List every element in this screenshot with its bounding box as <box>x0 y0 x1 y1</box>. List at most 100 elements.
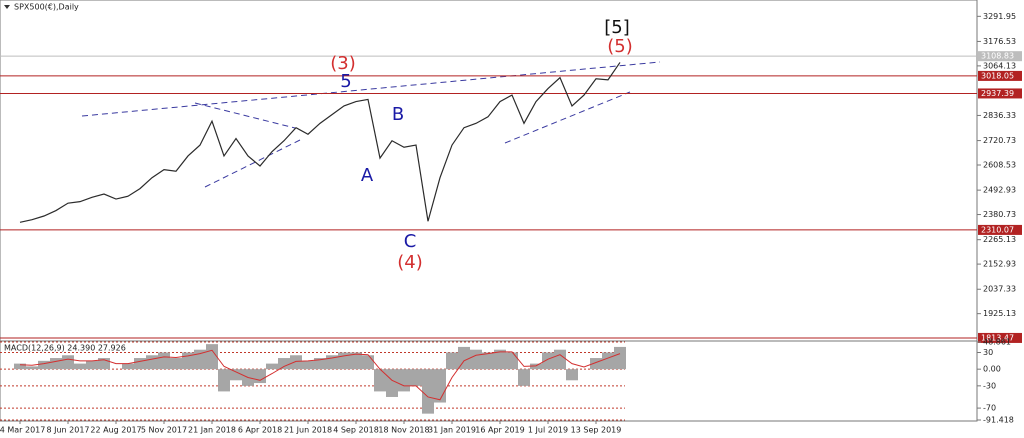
trend-line <box>194 102 296 129</box>
price-level-label: 1813.47 <box>981 333 1014 342</box>
macd-bar <box>74 363 86 370</box>
price-level-box <box>978 70 1022 81</box>
y-tick-label: 2492.93 <box>983 186 1016 195</box>
price-level-box <box>978 88 1022 99</box>
macd-bar <box>530 363 542 370</box>
macd-bar <box>146 355 158 370</box>
y-tick-label: 1925.13 <box>983 309 1016 318</box>
x-tick-label: 22 Aug 2017 <box>90 426 141 435</box>
y-tick-label: 48.861 <box>983 338 1011 347</box>
y-tick-label: 3176.53 <box>983 37 1016 46</box>
macd-bar <box>458 346 470 370</box>
wave-label: B <box>392 104 404 125</box>
y-tick-label: 2265.13 <box>983 235 1016 244</box>
y-tick-label: 2037.33 <box>983 285 1016 294</box>
price-level-box <box>978 332 1022 343</box>
y-tick-label: 2720.73 <box>983 136 1016 145</box>
x-tick-label: 4 Sep 2018 <box>333 426 379 435</box>
wave-label: (3) <box>330 53 356 74</box>
price-level-label: 3108.83 <box>981 52 1014 61</box>
y-tick-label: -30 <box>983 381 996 390</box>
macd-bar <box>134 358 146 370</box>
trend-line <box>504 91 631 144</box>
macd-bar <box>614 346 626 370</box>
macd-bar <box>446 352 458 370</box>
macd-bar <box>374 369 386 392</box>
price-line <box>19 62 621 223</box>
price-level-box <box>978 51 1022 62</box>
x-tick-label: 5 Nov 2017 <box>141 426 187 435</box>
macd-bar <box>38 360 50 370</box>
macd-bar <box>554 349 566 370</box>
macd-bar <box>290 355 302 370</box>
x-tick-label: 1 Jul 2019 <box>528 426 568 435</box>
y-tick-label: 3064.13 <box>983 61 1016 70</box>
trend-line <box>81 61 661 117</box>
macd-bar <box>350 352 362 370</box>
wave-label: 5 <box>340 71 351 92</box>
x-tick-label: 13 Sep 2019 <box>571 426 622 435</box>
y-tick-label: 2380.73 <box>983 210 1016 219</box>
macd-bar <box>398 369 410 392</box>
macd-bar <box>566 369 578 381</box>
macd-bar <box>590 358 602 370</box>
wave-label: C <box>404 231 417 252</box>
macd-bar <box>158 352 170 370</box>
trend-line <box>204 139 301 188</box>
y-tick-label: 2608.53 <box>983 160 1016 169</box>
macd-bar <box>170 358 182 370</box>
macd-bar <box>410 369 422 386</box>
wave-label: (4) <box>397 252 423 273</box>
macd-bar <box>494 349 506 370</box>
macd-bar <box>266 363 278 370</box>
macd-bar <box>602 352 614 370</box>
macd-bar <box>14 363 26 370</box>
macd-bar <box>50 358 62 370</box>
wave-label: A <box>361 165 374 186</box>
y-tick-label: 3291.95 <box>983 12 1016 21</box>
y-tick-label: 0.00 <box>983 365 1001 374</box>
macd-bar <box>26 366 38 370</box>
y-tick-label: -70 <box>983 404 996 413</box>
macd-bar <box>482 352 494 370</box>
x-tick-label: 21 Jun 2018 <box>284 426 332 435</box>
macd-bar <box>470 349 482 370</box>
macd-bar <box>218 369 230 392</box>
plot-frame <box>0 0 978 422</box>
macd-bar <box>434 369 446 403</box>
x-tick-label: 16 Apr 2019 <box>475 426 524 435</box>
macd-bar <box>542 352 554 370</box>
macd-bar <box>254 369 266 384</box>
macd-bar <box>302 360 314 370</box>
price-level-box <box>978 224 1022 235</box>
x-tick-label: 24 Mar 2017 <box>0 426 45 435</box>
macd-bar <box>122 363 134 370</box>
x-tick-label: 8 Jun 2017 <box>46 426 89 435</box>
wave-label: [5] <box>604 17 630 38</box>
y-tick-label: -91.418 <box>983 416 1014 425</box>
signal-line <box>19 349 621 401</box>
y-tick-label: 2152.93 <box>983 260 1016 269</box>
chart-title: SPX500(€),Daily <box>14 3 79 12</box>
macd-bar <box>362 355 374 370</box>
x-tick-label: 18 Nov 2018 <box>378 426 429 435</box>
macd-bar <box>386 369 398 397</box>
macd-bar <box>62 355 74 370</box>
y-tick-label: 2836.33 <box>983 111 1016 120</box>
macd-bar <box>506 352 518 370</box>
macd-title: MACD(12,26,9) 24.390 27.926 <box>4 344 126 353</box>
macd-bar <box>314 358 326 370</box>
macd-bar <box>206 344 218 370</box>
wave-label: (5) <box>607 36 633 57</box>
macd-bar <box>98 358 110 370</box>
price-level-label: 2310.07 <box>981 225 1014 234</box>
price-level-label: 3018.05 <box>981 71 1014 80</box>
x-tick-label: 6 Apr 2018 <box>238 426 282 435</box>
macd-bar <box>230 369 242 381</box>
macd-bar <box>518 369 530 386</box>
x-tick-label: 31 Jan 2019 <box>428 426 476 435</box>
menu-triangle <box>4 5 10 9</box>
x-tick-label: 21 Jan 2018 <box>188 426 236 435</box>
